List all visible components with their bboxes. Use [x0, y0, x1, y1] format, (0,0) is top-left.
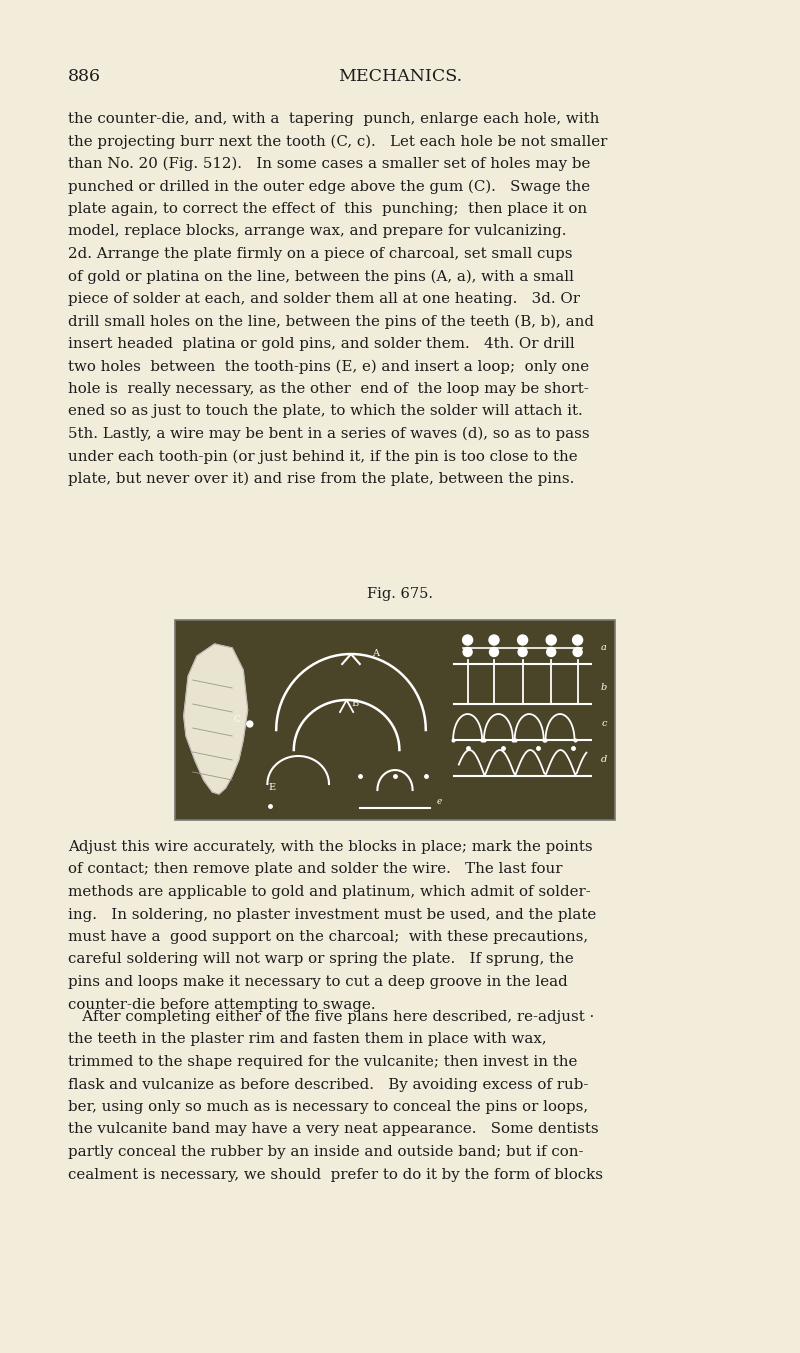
Text: methods are applicable to gold and platinum, which admit of solder-: methods are applicable to gold and plati…: [68, 885, 590, 898]
Text: After completing either of the five plans here described, re-adjust ·: After completing either of the five plan…: [68, 1009, 594, 1024]
Text: ened so as just to touch the plate, to which the solder will attach it.: ened so as just to touch the plate, to w…: [68, 405, 582, 418]
Text: trimmed to the shape required for the vulcanite; then invest in the: trimmed to the shape required for the vu…: [68, 1055, 578, 1069]
Bar: [175, 620, 615, 820]
Text: under each tooth-pin (or just behind it, if the pin is too close to the: under each tooth-pin (or just behind it,…: [68, 449, 578, 464]
Polygon shape: [184, 644, 248, 794]
Text: plate again, to correct the effect of  this  punching;  then place it on: plate again, to correct the effect of th…: [68, 202, 587, 216]
Text: c: c: [602, 720, 606, 728]
Text: of contact; then remove plate and solder the wire.   The last four: of contact; then remove plate and solder…: [68, 862, 562, 877]
Text: must have a  good support on the charcoal;  with these precautions,: must have a good support on the charcoal…: [68, 930, 588, 944]
Text: 5th. Lastly, a wire may be bent in a series of waves (d), so as to pass: 5th. Lastly, a wire may be bent in a ser…: [68, 428, 590, 441]
Text: A: A: [372, 649, 378, 659]
Circle shape: [462, 635, 473, 645]
Text: B: B: [352, 700, 359, 709]
Text: flask and vulcanize as before described.   By avoiding excess of rub-: flask and vulcanize as before described.…: [68, 1077, 588, 1092]
Circle shape: [518, 648, 527, 656]
Circle shape: [490, 648, 498, 656]
Text: the vulcanite band may have a very neat appearance.   Some dentists: the vulcanite band may have a very neat …: [68, 1123, 598, 1137]
Circle shape: [518, 635, 528, 645]
Text: model, replace blocks, arrange wax, and prepare for vulcanizing.: model, replace blocks, arrange wax, and …: [68, 225, 566, 238]
Text: ber, using only so much as is necessary to conceal the pins or loops,: ber, using only so much as is necessary …: [68, 1100, 588, 1114]
Text: of gold or platina on the line, between the pins (A, a), with a small: of gold or platina on the line, between …: [68, 269, 574, 284]
Circle shape: [246, 721, 253, 727]
Text: insert headed  platina or gold pins, and solder them.   4th. Or drill: insert headed platina or gold pins, and …: [68, 337, 574, 350]
Text: plate, but never over it) and rise from the plate, between the pins.: plate, but never over it) and rise from …: [68, 472, 574, 486]
Text: counter-die before attempting to swage.: counter-die before attempting to swage.: [68, 997, 376, 1012]
Text: b: b: [601, 683, 607, 693]
Circle shape: [546, 648, 556, 656]
Text: MECHANICS.: MECHANICS.: [338, 68, 462, 85]
Text: the teeth in the plaster rim and fasten them in place with wax,: the teeth in the plaster rim and fasten …: [68, 1032, 546, 1046]
Circle shape: [573, 635, 582, 645]
Text: e: e: [436, 797, 442, 806]
Text: partly conceal the rubber by an inside and outside band; but if con-: partly conceal the rubber by an inside a…: [68, 1145, 583, 1160]
Text: than No. 20 (Fig. 512).   In some cases a smaller set of holes may be: than No. 20 (Fig. 512). In some cases a …: [68, 157, 590, 172]
Text: Fig. 675.: Fig. 675.: [367, 587, 433, 601]
Text: the counter-die, and, with a  tapering  punch, enlarge each hole, with: the counter-die, and, with a tapering pu…: [68, 112, 599, 126]
Circle shape: [489, 635, 499, 645]
Text: the projecting burr next the tooth (C, c).   Let each hole be not smaller: the projecting burr next the tooth (C, c…: [68, 134, 607, 149]
Text: 2d. Arrange the plate firmly on a piece of charcoal, set small cups: 2d. Arrange the plate firmly on a piece …: [68, 248, 573, 261]
Text: d: d: [601, 755, 607, 764]
Text: hole is  really necessary, as the other  end of  the loop may be short-: hole is really necessary, as the other e…: [68, 382, 589, 396]
Text: 886: 886: [68, 68, 101, 85]
Text: E: E: [268, 783, 275, 793]
Text: piece of solder at each, and solder them all at one heating.   3d. Or: piece of solder at each, and solder them…: [68, 292, 580, 306]
Text: cealment is necessary, we should  prefer to do it by the form of blocks: cealment is necessary, we should prefer …: [68, 1168, 603, 1181]
Circle shape: [546, 635, 556, 645]
Circle shape: [573, 648, 582, 656]
Text: careful soldering will not warp or spring the plate.   If sprung, the: careful soldering will not warp or sprin…: [68, 953, 574, 966]
Text: pins and loops make it necessary to cut a deep groove in the lead: pins and loops make it necessary to cut …: [68, 976, 568, 989]
Text: punched or drilled in the outer edge above the gum (C).   Swage the: punched or drilled in the outer edge abo…: [68, 180, 590, 193]
Text: ing.   In soldering, no plaster investment must be used, and the plate: ing. In soldering, no plaster investment…: [68, 908, 596, 921]
Circle shape: [463, 648, 472, 656]
Text: two holes  between  the tooth-pins (E, e) and insert a loop;  only one: two holes between the tooth-pins (E, e) …: [68, 360, 589, 373]
Text: C: C: [233, 716, 240, 724]
Text: a: a: [601, 644, 607, 652]
Text: drill small holes on the line, between the pins of the teeth (B, b), and: drill small holes on the line, between t…: [68, 314, 594, 329]
Text: Adjust this wire accurately, with the blocks in place; mark the points: Adjust this wire accurately, with the bl…: [68, 840, 593, 854]
